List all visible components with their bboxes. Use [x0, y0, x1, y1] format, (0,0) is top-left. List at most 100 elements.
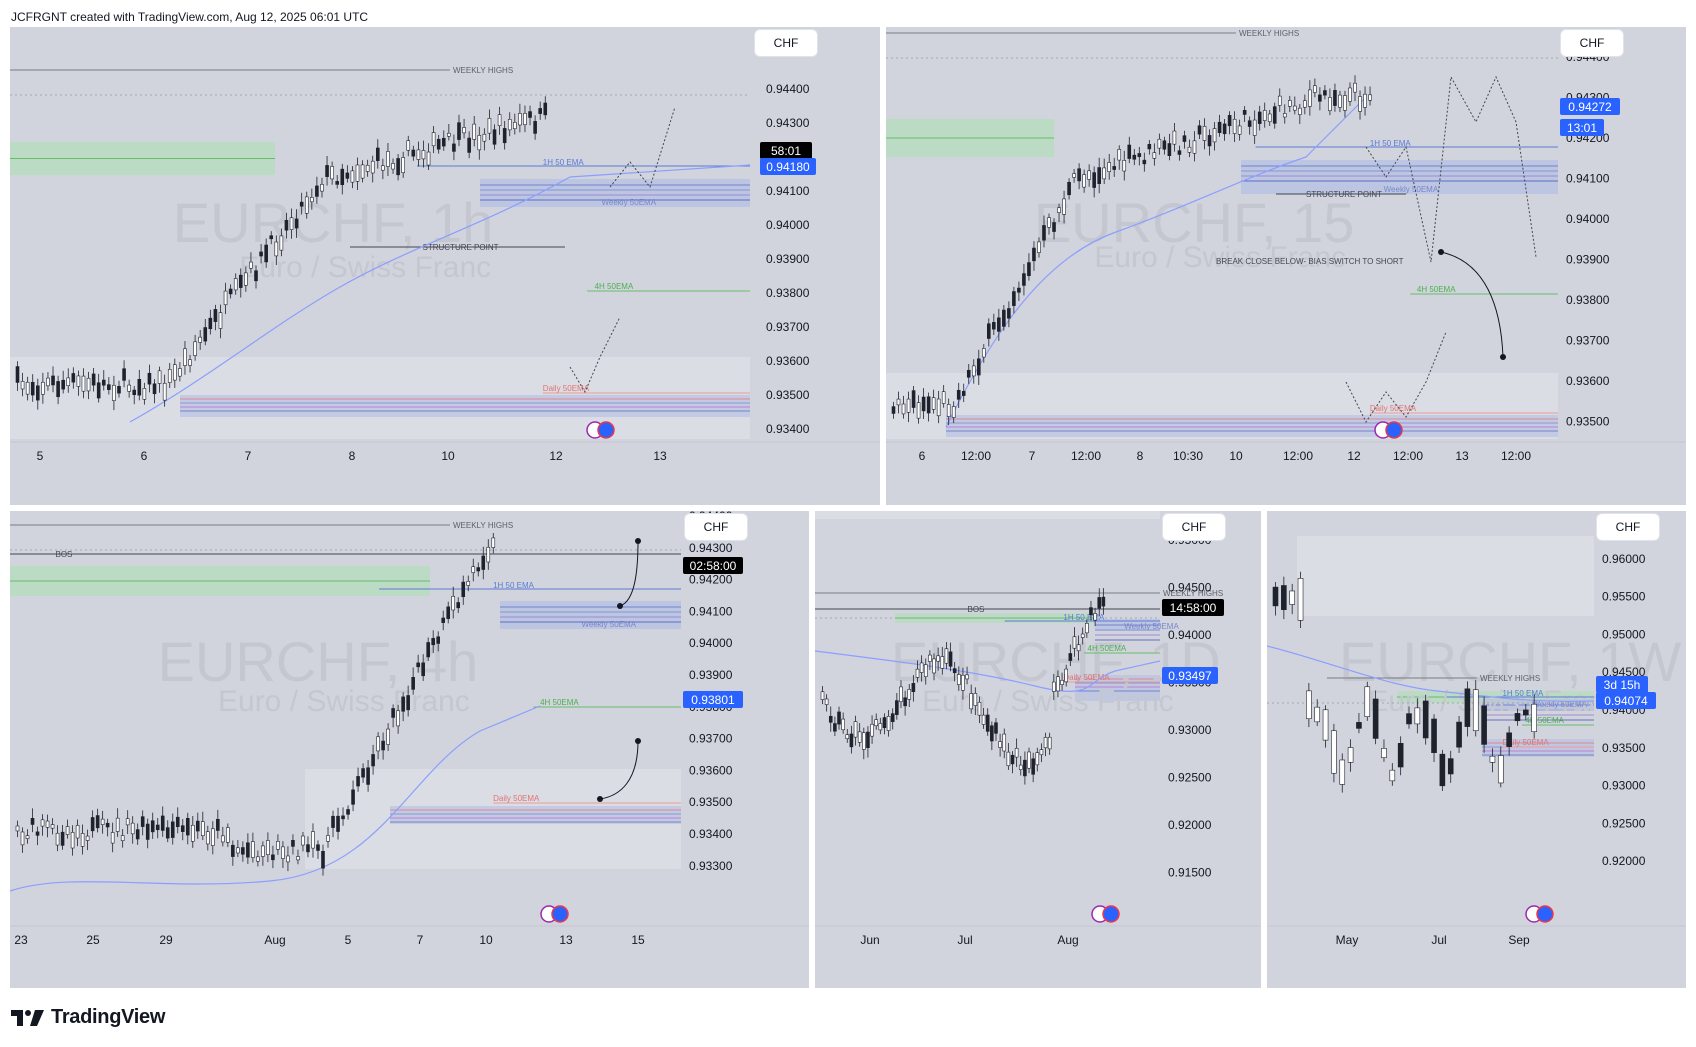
candle	[528, 111, 532, 118]
candle	[281, 846, 285, 859]
candle	[973, 693, 978, 706]
x-tick-label: May	[1336, 933, 1359, 947]
candle	[482, 133, 487, 142]
daily-ema-zone	[946, 415, 1558, 437]
candle	[841, 718, 845, 731]
candle	[481, 555, 486, 570]
candle	[1042, 225, 1046, 241]
currency-badge[interactable]: CHF	[755, 30, 817, 56]
x-tick-label: Jul	[957, 933, 972, 947]
candle	[401, 157, 405, 173]
candle	[335, 181, 340, 185]
candle	[185, 818, 190, 836]
candle	[1052, 222, 1056, 232]
candle	[130, 822, 135, 835]
candle	[178, 368, 182, 377]
candle	[147, 372, 152, 385]
candle	[1187, 146, 1192, 153]
candle	[1227, 115, 1232, 127]
countdown-tag	[683, 557, 743, 574]
candle	[391, 708, 395, 718]
candle	[1052, 681, 1056, 692]
economic-event-icon	[1385, 421, 1403, 439]
y-tick-label: 0.94300	[766, 116, 810, 130]
chart-panel-eurchf-15m[interactable]: EURCHF, 15 Euro / Swiss Franc WEEKLY HIGHS…	[886, 27, 1686, 505]
candle	[361, 768, 365, 778]
y-tick-label: 0.93000	[1168, 723, 1212, 737]
candle	[173, 364, 177, 381]
candle	[261, 845, 265, 857]
currency-badge[interactable]: CHF	[1163, 514, 1225, 540]
candle	[994, 722, 998, 734]
candle	[15, 825, 20, 832]
demand-zone	[1297, 536, 1594, 616]
ema-1h-label: 1H 50 EMA	[1063, 613, 1105, 622]
candle	[1506, 732, 1512, 747]
candle	[476, 567, 481, 572]
last-price-tag	[760, 158, 816, 175]
candle	[1252, 119, 1257, 136]
currency-badge[interactable]: CHF	[1561, 30, 1623, 56]
candle	[1389, 769, 1396, 782]
projection-path	[1365, 75, 1537, 263]
chart-panel-eurchf-1w[interactable]: EURCHF, 1W Euro / Swiss Franc WEEKLY HIGHS…	[1267, 511, 1686, 988]
candle	[1212, 128, 1217, 143]
candle	[416, 149, 421, 160]
candle	[492, 129, 497, 145]
candle	[246, 842, 250, 858]
x-tick-label: 12:00	[961, 449, 991, 463]
candle	[870, 723, 874, 737]
candle	[1035, 752, 1040, 766]
chart-panel-eurchf-1d[interactable]: EURCHF, 1D Euro / Swiss Franc WEEKLY HIGHS…	[815, 511, 1261, 988]
ema-1h-label: 1H 50 EMA	[493, 581, 535, 590]
candle	[1172, 130, 1177, 145]
tradingview-logo[interactable]: TradingView	[11, 1006, 165, 1029]
candle	[1152, 152, 1157, 159]
weekly-highs-label: WEEKLY HIGHS	[453, 521, 513, 530]
candle	[100, 818, 105, 825]
projection-arrow	[619, 540, 639, 607]
chart-panel-eurchf-1h[interactable]: EURCHF, 1h Euro / Swiss Franc WEEKLY HIGHS…	[10, 27, 880, 505]
candle	[386, 728, 390, 745]
currency-badge[interactable]: CHF	[1597, 514, 1659, 540]
candle	[320, 184, 324, 192]
candle	[874, 719, 878, 727]
candle	[70, 832, 75, 849]
candle	[321, 850, 325, 869]
chart-panel-eurchf-4h[interactable]: EURCHF, 4h Euro / Swiss Franc WEEKLY HIGHS…	[10, 511, 809, 988]
candle	[543, 102, 548, 116]
candle	[301, 835, 305, 846]
candle	[80, 833, 85, 847]
candle	[1439, 753, 1446, 787]
watermark-name: Euro / Swiss Franc	[218, 685, 470, 718]
candle	[1372, 698, 1379, 739]
watermark-symbol: EURCHF, 1h	[173, 191, 494, 254]
candle	[1232, 118, 1237, 134]
candle	[451, 596, 456, 611]
candle	[462, 127, 466, 134]
arrow-origin	[1438, 249, 1444, 255]
candle	[1343, 95, 1347, 111]
candle	[299, 201, 304, 207]
y-tick-label: 0.93900	[1566, 253, 1610, 267]
y-tick-label: 0.94500	[1602, 665, 1646, 679]
candle	[1217, 121, 1222, 134]
weekly-highs-label: WEEKLY HIGHS	[1480, 674, 1540, 683]
candle	[120, 835, 125, 841]
currency-badge[interactable]: CHF	[685, 514, 747, 540]
candle	[46, 377, 50, 387]
candle	[1043, 737, 1048, 749]
candle	[228, 288, 233, 295]
candle	[1406, 713, 1412, 725]
candle	[992, 322, 996, 330]
y-tick-label: 0.94300	[689, 541, 733, 555]
candle	[1047, 217, 1051, 228]
candle	[316, 844, 320, 851]
watermark-name: Euro / Swiss Franc	[1094, 241, 1346, 274]
ema-curve	[945, 96, 1367, 428]
candle	[899, 686, 903, 703]
candle	[1037, 241, 1041, 253]
x-tick-label: 13	[559, 933, 573, 947]
candle	[157, 370, 162, 384]
candle	[1092, 172, 1096, 188]
